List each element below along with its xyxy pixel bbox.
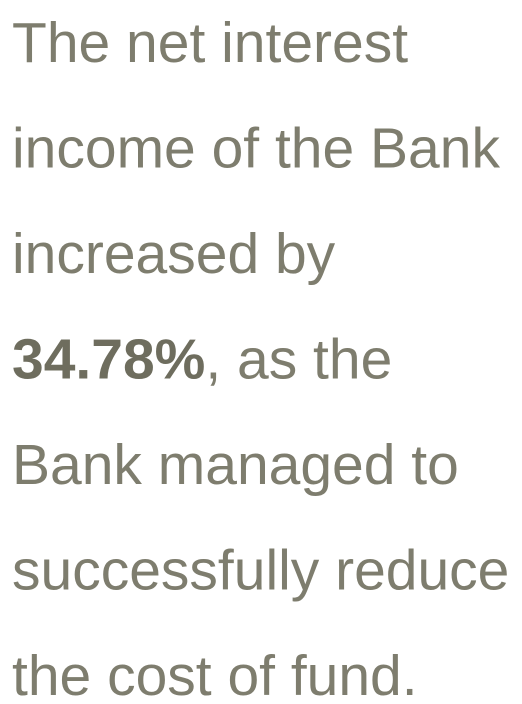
text-line: the cost of fund. (12, 644, 418, 704)
text-line: successfully reduce (12, 539, 509, 603)
text-line: Bank managed to (12, 433, 459, 497)
text-line: The net interest (12, 11, 408, 75)
text-line: increased by (12, 222, 336, 286)
highlight-figure: 34.78% (12, 328, 205, 392)
text-line: 34.78%, as the (12, 328, 392, 392)
text-line: income of the Bank (12, 117, 500, 181)
text-segment: , as the (205, 328, 392, 392)
